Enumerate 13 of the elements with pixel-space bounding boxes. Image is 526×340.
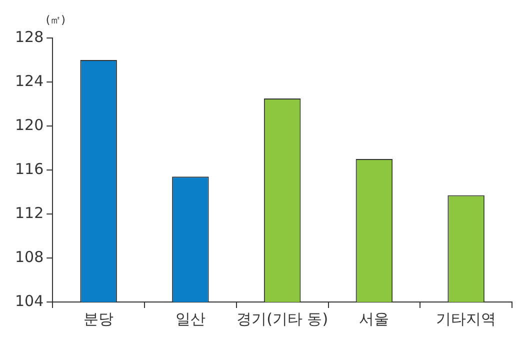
y-tick-label: 104: [14, 292, 44, 310]
x-tick-label: 기타지역: [436, 310, 496, 328]
x-tick-label: 일산: [175, 310, 206, 328]
y-tick-label: 124: [14, 72, 44, 90]
y-axis-title: (㎡): [46, 13, 66, 26]
x-tick-label: 분당: [84, 310, 114, 328]
x-tick-label: 경기(기타 동): [236, 310, 328, 328]
y-tick-label: 120: [14, 116, 44, 134]
y-tick-label: 116: [14, 160, 44, 178]
y-tick-label: 112: [14, 204, 44, 222]
y-tick-label: 128: [14, 28, 44, 46]
x-tick-label: 서울: [359, 310, 390, 328]
y-tick-label: 108: [14, 248, 44, 266]
